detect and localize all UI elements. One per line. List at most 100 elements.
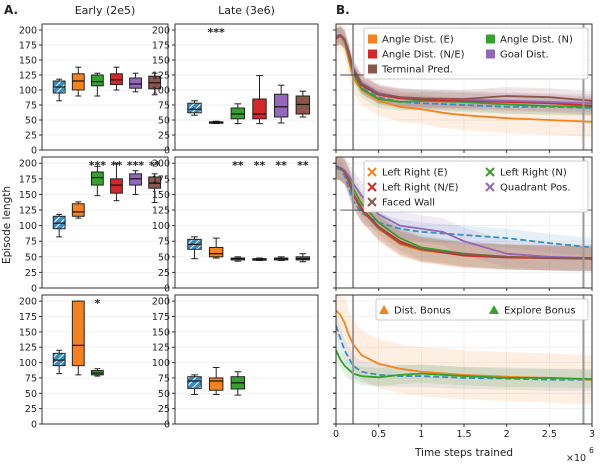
x-tick-label: 2	[504, 429, 510, 440]
boxplot-panel: 0255075100125150175200Early (2e5)	[19, 4, 168, 157]
box-blue	[53, 353, 65, 365]
boxplot-frame	[175, 295, 318, 424]
x-tick-label: 0	[333, 429, 339, 440]
boxplot-panel: 0 25 50 75 100 125 150 175 200 *	[19, 295, 168, 431]
y-tick-label: 175	[19, 41, 37, 52]
y-tick-label: 175	[19, 312, 37, 323]
y-tick-label: 100	[152, 221, 170, 232]
box-orange	[72, 74, 84, 90]
y-tick-label: 75	[25, 101, 37, 112]
y-tick-label: 25	[158, 131, 170, 142]
panel-letter-a: A.	[4, 3, 18, 17]
y-tick-label: 150	[152, 56, 170, 67]
y-tick-label: 175	[152, 41, 170, 52]
x-tick-label: 2.5	[542, 429, 557, 440]
significance-stars: ***	[127, 159, 145, 172]
legend-label: Angle Dist. (N)	[500, 35, 573, 46]
legend-label: Explore Bonus	[504, 306, 576, 317]
significance-stars: **	[111, 159, 123, 172]
boxplot-title: Late (3e6)	[218, 4, 275, 17]
box-red	[111, 179, 123, 193]
y-tick-label: 75	[158, 101, 170, 112]
legend-label: Angle Dist. (N/E)	[382, 50, 465, 61]
y-tick-label: 0	[31, 284, 37, 295]
significance-stars: ***	[208, 26, 226, 39]
y-tick-label: 25	[25, 131, 37, 142]
y-tick-label: 100	[19, 221, 37, 232]
y-tick-label: 50	[158, 116, 170, 127]
boxplot-frame	[175, 157, 318, 288]
y-tick-label: 200	[152, 297, 170, 308]
y-tick-label: 50	[25, 116, 37, 127]
box-blue	[188, 377, 201, 389]
significance-stars: **	[232, 159, 244, 172]
boxplot-panel: 0 25 50 75 100 125 150 175 200	[152, 295, 318, 431]
lineplot-panel: Left Right (E) Left Right (N) Left Right (…	[333, 157, 592, 291]
y-tick-label: 75	[158, 373, 170, 384]
y-tick-label: 25	[25, 404, 37, 415]
y-tick-label: 25	[158, 404, 170, 415]
y-tick-label: 125	[152, 343, 170, 354]
y-tick-label: 125	[19, 71, 37, 82]
y-tick-label: 100	[19, 358, 37, 369]
y-tick-label: 75	[158, 237, 170, 248]
y-tick-label: 200	[19, 159, 37, 170]
y-tick-label: 125	[19, 206, 37, 217]
legend-label: Terminal Pred.	[381, 65, 453, 76]
legend-marker-square	[368, 65, 377, 74]
x-tick-label: 1.5	[456, 429, 471, 440]
box-purple	[130, 78, 142, 88]
box-orange	[72, 204, 84, 216]
y-tick-label: 75	[25, 237, 37, 248]
y-tick-label: 0	[164, 284, 170, 295]
y-tick-label: 50	[158, 389, 170, 400]
y-tick-label: 125	[152, 71, 170, 82]
lineplot-panel: Dist. Bonus Explore Bonus0 0.5 1 1.5 2 2.5 3	[333, 295, 595, 440]
y-tick-label: 0	[31, 420, 37, 431]
y-tick-label: 25	[25, 268, 37, 279]
legend-label: Faced Wall	[382, 198, 435, 209]
x-tick-label: 1	[418, 429, 424, 440]
box-blue	[188, 103, 201, 113]
y-tick-label: 50	[25, 252, 37, 263]
y-axis-label: Episode length	[1, 186, 13, 264]
y-tick-label: 100	[152, 86, 170, 97]
box-purple	[274, 94, 287, 117]
legend-marker-square	[486, 35, 495, 44]
panel-letter-b: B.	[336, 3, 350, 17]
y-tick-label: 100	[152, 358, 170, 369]
y-tick-label: 0	[31, 146, 37, 157]
y-tick-label: 25	[158, 268, 170, 279]
y-tick-label: 100	[19, 86, 37, 97]
legend-label: Angle Dist. (E)	[382, 35, 454, 46]
significance-stars: *	[94, 297, 100, 310]
box-orange	[209, 378, 222, 390]
legend-label: Quadrant Pos.	[500, 183, 571, 194]
box-blue	[53, 216, 65, 228]
boxplot-panel: 0255075100125150175200Late (3e6)***	[152, 4, 318, 157]
figure-canvas: A. B. 0255075100125150175200Early (2e5)0…	[0, 0, 600, 470]
x-tick-label: 0.5	[371, 429, 386, 440]
box-orange	[72, 301, 84, 366]
legend-marker-square	[486, 50, 495, 59]
y-tick-label: 200	[152, 159, 170, 170]
legend-label: Dist. Bonus	[394, 306, 451, 317]
y-tick-label: 175	[19, 174, 37, 185]
y-tick-label: 75	[25, 373, 37, 384]
y-tick-label: 50	[25, 389, 37, 400]
y-tick-label: 200	[19, 297, 37, 308]
y-tick-label: 0	[164, 420, 170, 431]
significance-stars: **	[254, 159, 266, 172]
y-tick-label: 125	[152, 206, 170, 217]
box-orange	[209, 247, 222, 256]
x-axis-multiplier: ×10	[566, 453, 586, 464]
significance-stars: **	[275, 159, 287, 172]
legend-marker-square	[368, 35, 377, 44]
significance-stars: ***	[89, 159, 107, 172]
box-red	[253, 99, 266, 119]
y-tick-label: 150	[152, 327, 170, 338]
box-purple	[130, 174, 142, 185]
y-tick-label: 150	[152, 190, 170, 201]
boxplot-title: Early (2e5)	[75, 4, 136, 17]
